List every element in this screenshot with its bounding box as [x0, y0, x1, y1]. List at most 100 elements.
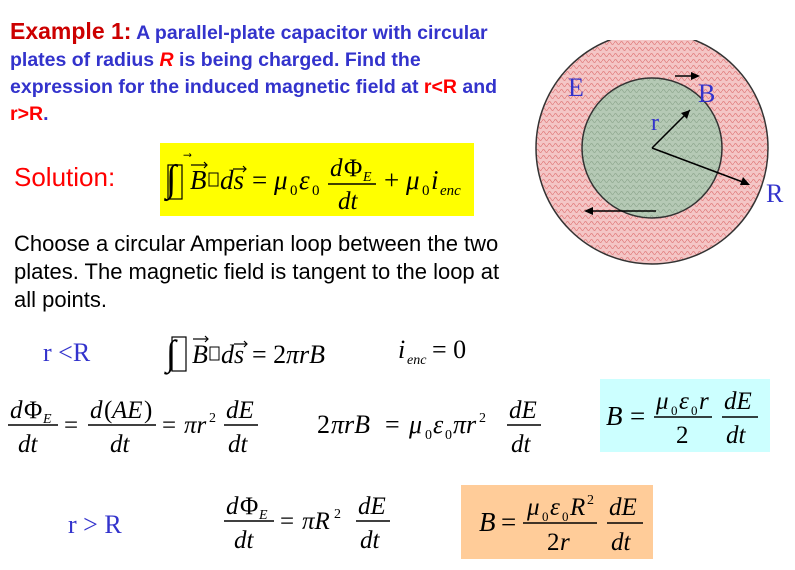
svg-text:ε: ε	[433, 410, 444, 439]
svg-text:0: 0	[562, 509, 569, 524]
svg-text:μ: μ	[273, 165, 288, 195]
svg-text:=: =	[385, 410, 400, 439]
svg-text:0: 0	[422, 183, 430, 199]
svg-text:E: E	[258, 508, 268, 523]
svg-text:0: 0	[542, 509, 549, 524]
label-E: E	[568, 73, 584, 102]
intro-text-1: A parallel-plate capacitor with circular…	[10, 22, 488, 71]
case-inside-label: r <R	[43, 338, 91, 367]
svg-text:): )	[144, 397, 152, 424]
svg-text:=: =	[501, 507, 516, 537]
svg-text:πR: πR	[302, 508, 330, 535]
svg-text:Φ: Φ	[344, 155, 362, 182]
ampere-inside-evaluated: 2 πrB = μ 0 ε 0 πr 2 dE dt	[317, 397, 541, 458]
svg-text:0: 0	[691, 403, 698, 418]
svg-text:i: i	[431, 165, 439, 195]
label-r: r	[651, 110, 659, 136]
svg-text:2: 2	[547, 529, 560, 556]
label-B: B	[698, 79, 715, 108]
ampere-maxwell-equation: ∫ B ⃗ ds = μ 0 ε 0 d Φ E dt + μ 0 i enc	[164, 153, 461, 215]
svg-text:μ: μ	[526, 494, 540, 521]
svg-text:0: 0	[290, 183, 298, 199]
label-R: R	[766, 179, 784, 208]
svg-text:0: 0	[312, 183, 320, 199]
svg-text:dt: dt	[360, 527, 381, 554]
svg-text:dt: dt	[511, 431, 532, 458]
svg-text:dt: dt	[18, 431, 39, 458]
svg-text:0: 0	[425, 428, 432, 443]
svg-text:μ: μ	[405, 165, 420, 195]
svg-text:dt: dt	[611, 529, 632, 556]
svg-text:⃗: ⃗	[183, 153, 192, 157]
loop-integral-inside: ∫ B ds = 2 πrB	[164, 333, 325, 375]
svg-text:R: R	[569, 494, 585, 521]
svg-text:dt: dt	[234, 527, 255, 554]
svg-text:ε: ε	[550, 494, 560, 521]
svg-text:B: B	[192, 340, 208, 369]
condition-inside: r<R	[423, 76, 457, 98]
svg-text:(: (	[104, 397, 112, 424]
svg-text:dE: dE	[609, 494, 637, 521]
svg-text:∫: ∫	[164, 333, 178, 375]
svg-text:πr: πr	[184, 412, 207, 439]
svg-text:r: r	[560, 529, 570, 556]
svg-text:πrB: πrB	[286, 340, 325, 369]
svg-text:d: d	[10, 397, 23, 424]
svg-text:d: d	[90, 397, 103, 424]
svg-text:dE: dE	[358, 493, 386, 520]
svg-text:μ: μ	[655, 388, 669, 415]
intro-text-4: .	[43, 103, 49, 125]
svg-text:μ: μ	[408, 410, 422, 439]
svg-text:πrB: πrB	[331, 410, 370, 439]
svg-text:dE: dE	[226, 397, 254, 424]
svg-text:+: +	[384, 165, 399, 195]
svg-text:2: 2	[587, 493, 594, 508]
intro-text-2: is being charged. Find the expression fo…	[10, 49, 424, 98]
case-outside-label: r > R	[68, 510, 122, 539]
svg-text:dt: dt	[228, 431, 249, 458]
svg-text:d: d	[226, 493, 239, 520]
svg-text:2: 2	[676, 422, 689, 449]
svg-text:dE: dE	[509, 397, 537, 424]
svg-text:ds: ds	[220, 165, 244, 195]
condition-outside: r>R	[10, 103, 44, 125]
svg-text:=: =	[162, 412, 176, 439]
solution-label: Solution:	[14, 162, 116, 192]
example-label: Example 1:	[10, 18, 132, 44]
svg-text:=: =	[64, 412, 78, 439]
intro-text-3: and	[456, 76, 498, 98]
svg-text:Φ: Φ	[240, 493, 258, 520]
svg-text:d: d	[330, 155, 343, 182]
svg-text:E: E	[362, 170, 372, 185]
capacitor-plate-diagram: E B r R	[535, 40, 784, 265]
svg-text:0: 0	[445, 428, 452, 443]
result-inside-equation: B = μ 0 ε 0 r 2 dE dt	[606, 388, 758, 449]
svg-text:r: r	[699, 388, 709, 415]
svg-text:enc: enc	[407, 353, 427, 368]
svg-text:B: B	[190, 165, 207, 195]
svg-text:2: 2	[334, 507, 341, 522]
svg-text:dt: dt	[338, 188, 359, 215]
result-outside-equation: B = μ 0 ε 0 R 2 2 r dE dt	[479, 493, 643, 556]
radius-symbol: R	[159, 49, 174, 71]
problem-statement: Example 1: A parallel-plate capacitor wi…	[10, 18, 510, 128]
ienc-zero-value: = 0	[432, 335, 466, 364]
svg-text:=: =	[630, 401, 645, 431]
svg-text:πr: πr	[453, 410, 477, 439]
svg-text:2: 2	[317, 410, 330, 439]
svg-text:dt: dt	[726, 422, 747, 449]
svg-text:= 2: = 2	[252, 340, 286, 369]
result-outside-box	[461, 485, 653, 559]
flux-derivative-outside: d Φ E dt = πR 2 dE dt	[224, 493, 390, 554]
svg-text:ε: ε	[679, 388, 689, 415]
svg-text:B: B	[479, 507, 496, 537]
svg-text:Φ: Φ	[24, 397, 42, 424]
amperian-loop-description: Choose a circular Amperian loop between …	[14, 231, 500, 312]
svg-text:=: =	[280, 508, 294, 535]
svg-text:2: 2	[209, 411, 216, 426]
svg-text:i: i	[398, 335, 405, 364]
svg-text:2: 2	[479, 411, 486, 426]
ampere-maxwell-equation-box	[160, 143, 474, 216]
svg-text:ε: ε	[299, 165, 310, 195]
result-inside-box	[600, 379, 770, 452]
